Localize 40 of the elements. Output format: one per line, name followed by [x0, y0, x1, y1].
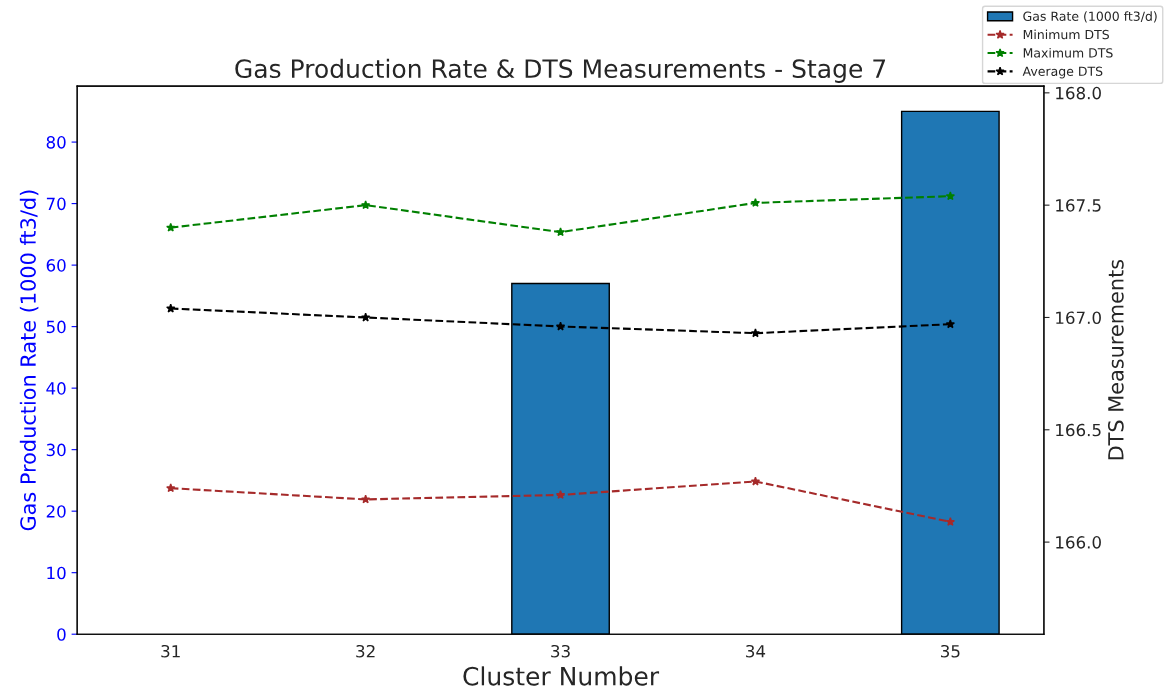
y-tick-label: 10	[47, 566, 66, 580]
point	[750, 198, 761, 207]
point	[360, 312, 371, 322]
point	[945, 319, 956, 329]
y-axis-title: Gas Production Rate (1000 ft3/d)	[19, 190, 39, 531]
y-tick-label: 60	[46, 259, 66, 272]
legend-label: Minimum DTS	[1023, 29, 1109, 40]
x-tick-label: 33	[551, 644, 570, 658]
point	[360, 200, 371, 210]
y2-tick-label: 167.5	[1056, 199, 1101, 212]
x-tick-label: 32	[356, 644, 375, 658]
point	[360, 494, 371, 504]
y-tick-label: 20	[46, 505, 66, 518]
point	[555, 227, 566, 237]
point	[166, 483, 176, 493]
y2-tick-label: 166.5	[1056, 423, 1101, 437]
y2-axis-title: DTS Measurements	[1107, 259, 1124, 460]
y2-tick-label: 166.0	[1056, 536, 1101, 549]
point	[555, 321, 566, 331]
y-tick-label: 50	[46, 320, 66, 334]
chart-title: Gas Production Rate & DTS Measurements - Stage 7	[235, 58, 886, 83]
legend-label: Maximum DTS	[1023, 47, 1113, 58]
y2-tick-label: 167.0	[1056, 311, 1101, 325]
legend-label: Gas Rate (1000 ft3/d)	[1023, 11, 1157, 23]
y2-tick-label: 168.0	[1056, 86, 1101, 100]
y-tick-label: 80	[46, 136, 66, 149]
x-tick-label: 31	[161, 644, 180, 658]
x-tick-label: 34	[746, 644, 766, 658]
y-tick-label: 40	[46, 382, 66, 395]
point	[945, 191, 956, 201]
y-tick-label: 0	[57, 628, 66, 641]
x-axis-title: Cluster Number	[463, 666, 660, 686]
y-tick-label: 70	[46, 197, 66, 211]
y-tick-label: 30	[46, 443, 66, 457]
point	[750, 328, 761, 338]
legend-label: Average DTS	[1022, 66, 1103, 79]
point	[945, 517, 956, 526]
point	[166, 222, 176, 232]
point	[750, 476, 761, 486]
x-tick-label: 35	[941, 644, 960, 658]
